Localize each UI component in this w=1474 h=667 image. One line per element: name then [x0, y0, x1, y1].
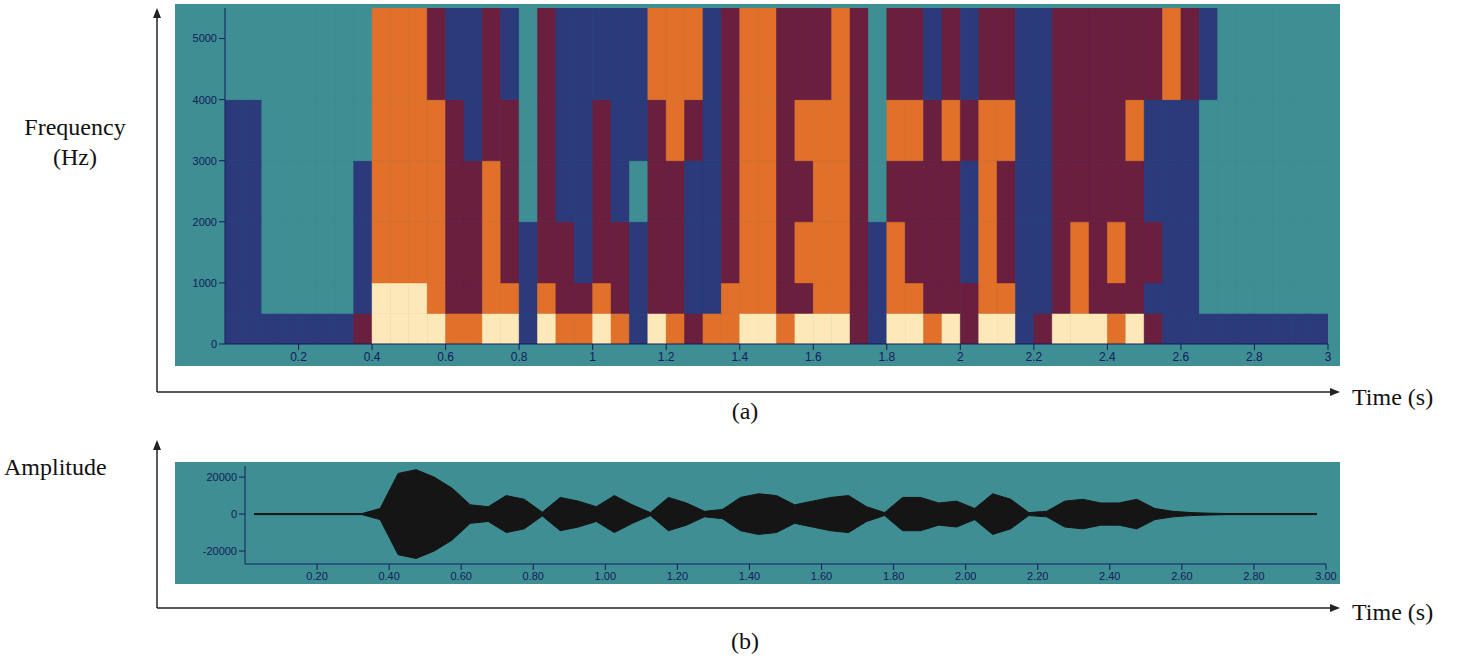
svg-text:2.4: 2.4 [1099, 350, 1116, 364]
svg-text:0.8: 0.8 [511, 350, 528, 364]
svg-text:1.80: 1.80 [883, 570, 904, 582]
svg-text:4000: 4000 [193, 94, 217, 106]
svg-text:3: 3 [1325, 350, 1332, 364]
svg-text:0.20: 0.20 [306, 570, 327, 582]
svg-text:0.80: 0.80 [523, 570, 544, 582]
svg-text:3.00: 3.00 [1315, 570, 1336, 582]
svg-text:0: 0 [231, 508, 237, 520]
svg-text:1.40: 1.40 [739, 570, 760, 582]
svg-text:2.80: 2.80 [1243, 570, 1264, 582]
svg-text:1000: 1000 [193, 277, 217, 289]
svg-text:1.8: 1.8 [878, 350, 895, 364]
svg-text:5000: 5000 [193, 32, 217, 44]
svg-text:1.4: 1.4 [731, 350, 748, 364]
svg-text:0.2: 0.2 [290, 350, 307, 364]
svg-text:0: 0 [211, 338, 217, 350]
html-text:(b): (b) [731, 628, 759, 654]
html-text:Frequency (Hz): Frequency (Hz) [24, 114, 126, 170]
svg-text:-20000: -20000 [203, 545, 237, 557]
html-text:Time (s): Time (s) [1352, 599, 1434, 625]
svg-text:20000: 20000 [206, 471, 237, 483]
svg-text:1: 1 [589, 350, 596, 364]
svg-text:1.60: 1.60 [811, 570, 832, 582]
svg-text:2.40: 2.40 [1099, 570, 1120, 582]
svg-text:2000: 2000 [193, 216, 217, 228]
svg-text:0.4: 0.4 [364, 350, 381, 364]
svg-text:2.6: 2.6 [1173, 350, 1190, 364]
svg-text:2.8: 2.8 [1246, 350, 1263, 364]
svg-text:0.60: 0.60 [450, 570, 471, 582]
html-text:Time (s): Time (s) [1352, 384, 1434, 410]
svg-text:2.2: 2.2 [1026, 350, 1043, 364]
svg-text:0.6: 0.6 [437, 350, 454, 364]
svg-text:2.00: 2.00 [955, 570, 976, 582]
svg-text:2.20: 2.20 [1027, 570, 1048, 582]
svg-text:3000: 3000 [193, 155, 217, 167]
svg-text:1.20: 1.20 [667, 570, 688, 582]
svg-text:0.40: 0.40 [378, 570, 399, 582]
svg-text:2: 2 [957, 350, 964, 364]
html-text:Amplitude: Amplitude [4, 454, 107, 480]
svg-text:2.60: 2.60 [1171, 570, 1192, 582]
svg-text:1.00: 1.00 [595, 570, 616, 582]
svg-text:1.2: 1.2 [658, 350, 675, 364]
html-text:(a): (a) [731, 398, 759, 424]
svg-text:1.6: 1.6 [805, 350, 822, 364]
